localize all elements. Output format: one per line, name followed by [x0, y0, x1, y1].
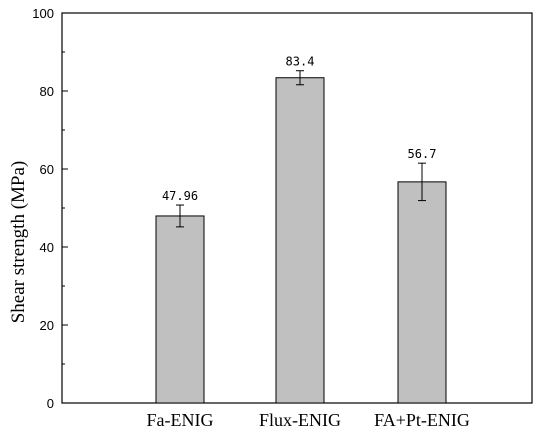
data-label: 47.96: [162, 189, 198, 203]
data-label: 83.4: [286, 55, 315, 69]
y-tick-label: 0: [47, 396, 54, 411]
x-category-label: Flux-ENIG: [259, 410, 341, 430]
y-tick-label: 40: [40, 240, 54, 255]
y-tick-label: 60: [40, 162, 54, 177]
y-axis-title: Shear strength (MPa): [8, 161, 29, 324]
x-category-label: FA+Pt-ENIG: [374, 410, 470, 430]
y-tick-label: 80: [40, 84, 54, 99]
y-axis-ticks: 0 20 40 60 80 100: [32, 6, 68, 411]
y-tick-label: 20: [40, 318, 54, 333]
labels-group: 47.96 Fa-ENIG 83.4 Flux-ENIG 56.7 FA+Pt-ENIG: [147, 55, 470, 430]
bar: [275, 77, 325, 404]
bar: [155, 215, 205, 404]
x-category-label: Fa-ENIG: [147, 410, 214, 430]
data-label: 56.7: [408, 147, 437, 161]
bars-group: [155, 70, 447, 404]
bar: [397, 181, 447, 404]
y-tick-label: 100: [32, 6, 54, 21]
